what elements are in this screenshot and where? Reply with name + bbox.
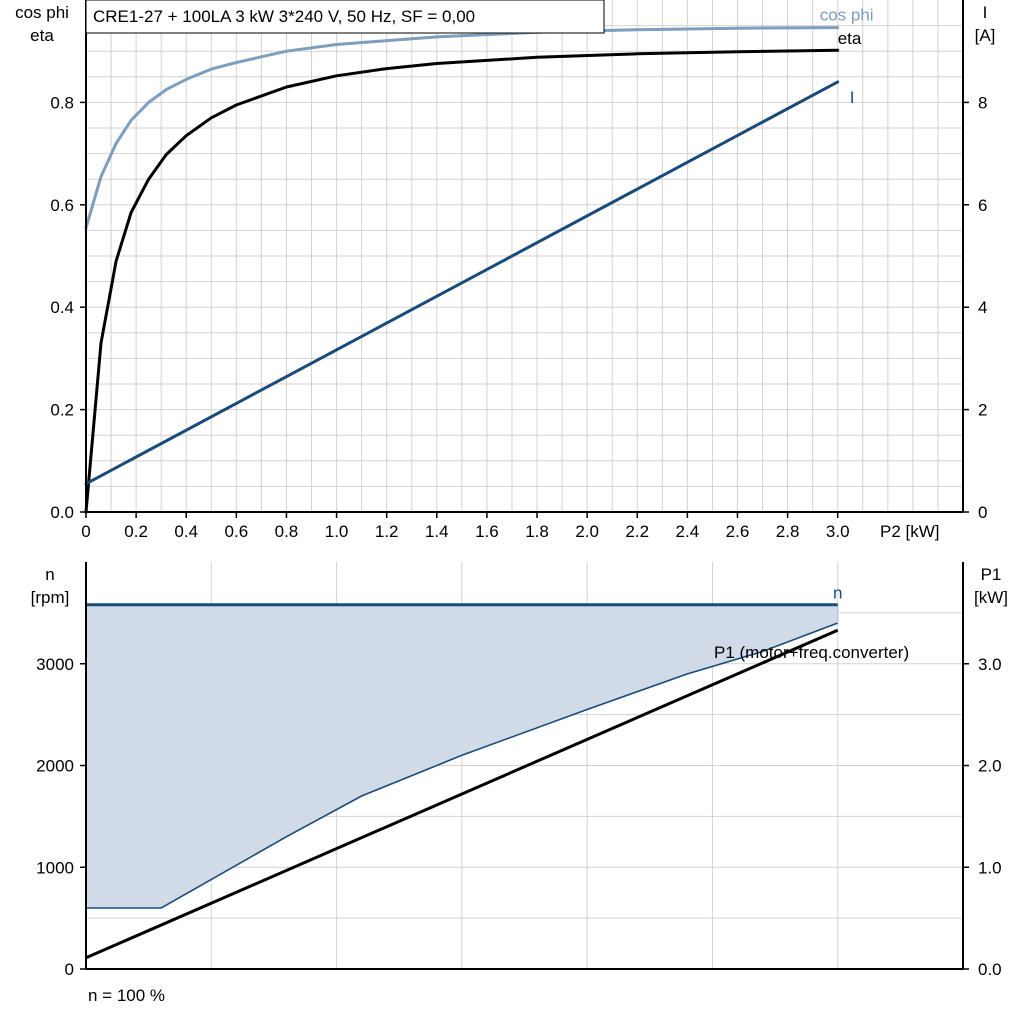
- x-tick-label: 1.2: [375, 522, 399, 541]
- series-label-eta: eta: [838, 29, 862, 48]
- series-label-p1: P1 (motor+freq.converter): [714, 643, 909, 662]
- y-left-tick-label: 0.2: [50, 401, 74, 420]
- x-tick-label: 2.6: [726, 522, 750, 541]
- y-left-tick-label: 0.0: [50, 503, 74, 522]
- series-line-operating-range-lower-bound: [86, 622, 838, 909]
- y-left-tick-label: 0.8: [50, 93, 74, 112]
- p1-tick-label: 2.0: [978, 757, 1002, 776]
- footer-note: n = 100 %: [88, 986, 165, 1005]
- x-tick-label: 1.6: [475, 522, 499, 541]
- y-right-tick-label: 0: [978, 503, 987, 522]
- y-left-tick-label: 0.4: [50, 298, 74, 317]
- chart-title: CRE1-27 + 100LA 3 kW 3*240 V, 50 Hz, SF …: [93, 7, 475, 26]
- n-tick-label: 1000: [36, 858, 74, 877]
- y-left-axis-title: cos phi: [15, 3, 69, 22]
- y-left-tick-label: 0.6: [50, 196, 74, 215]
- n-tick-label: 3000: [36, 655, 74, 674]
- y-right-tick-label: 6: [978, 196, 987, 215]
- x-tick-label: 2.2: [625, 522, 649, 541]
- p1-tick-label: 0.0: [978, 960, 1002, 979]
- p1-tick-label: 1.0: [978, 858, 1002, 877]
- series-label-n: n: [833, 584, 842, 603]
- x-tick-label: 3.0: [826, 522, 850, 541]
- x-tick-label: 0.8: [275, 522, 299, 541]
- top-chart-efficiency-current: cos phi eta I 0 0.2 0.4 0.6 0.8 1.0 1.2 1.4 1.6 1.8 2…: [15, 0, 995, 541]
- bottom-chart-axes: [80, 562, 969, 970]
- p1-axis-title: [kW]: [974, 588, 1008, 607]
- x-tick-label: 1.0: [325, 522, 349, 541]
- series-line-eta: [84, 48, 840, 514]
- y-right-axis-title: I: [983, 3, 988, 22]
- y-left-axis-title: eta: [30, 26, 54, 45]
- x-tick-label: 1.8: [525, 522, 549, 541]
- p1-tick-label: 3.0: [978, 655, 1002, 674]
- series-label-cos-phi: cos phi: [820, 6, 874, 25]
- y-right-tick-label: 8: [978, 93, 987, 112]
- x-tick-label: 0.6: [225, 522, 249, 541]
- top-chart-labels: cos phi eta I 0 0.2 0.4 0.6 0.8 1.0 1.2 1.4 1.6 1.8 2…: [15, 3, 995, 541]
- title-box: CRE1-27 + 100LA 3 kW 3*240 V, 50 Hz, SF …: [85, 0, 605, 34]
- x-axis-title: P2 [kW]: [880, 522, 940, 541]
- x-tick-label: 0.4: [174, 522, 198, 541]
- top-chart-grid: [86, 0, 963, 512]
- y-right-tick-label: 4: [978, 298, 987, 317]
- series-line-i: [84, 80, 840, 486]
- n-tick-label: 2000: [36, 757, 74, 776]
- x-tick-label: 0.2: [124, 522, 148, 541]
- x-tick-label: 0: [81, 522, 90, 541]
- n-tick-label: 0: [65, 960, 74, 979]
- x-tick-label: 2.8: [776, 522, 800, 541]
- y-right-axis-title: [A]: [975, 26, 996, 45]
- x-tick-label: 2.4: [676, 522, 700, 541]
- operating-area-fill: [86, 604, 838, 908]
- n-axis-title: n: [45, 565, 54, 584]
- x-tick-label: 2.0: [575, 522, 599, 541]
- series-line-p1: [85, 628, 839, 960]
- bottom-chart-marks: [85, 603, 839, 960]
- n-axis-title: [rpm]: [31, 588, 70, 607]
- x-tick-label: 1.4: [425, 522, 449, 541]
- bottom-chart-labels: n P1 (motor+freq.converter) 0 1000 2000 3000 0…: [31, 565, 1008, 979]
- series-label-i: I: [850, 88, 855, 107]
- top-chart-axes: [80, 0, 969, 518]
- y-right-tick-label: 2: [978, 401, 987, 420]
- p1-axis-title: P1: [981, 565, 1002, 584]
- bottom-chart-speed-power: n P1 (motor+freq.converter) 0 1000 2000 3000 0…: [31, 562, 1008, 979]
